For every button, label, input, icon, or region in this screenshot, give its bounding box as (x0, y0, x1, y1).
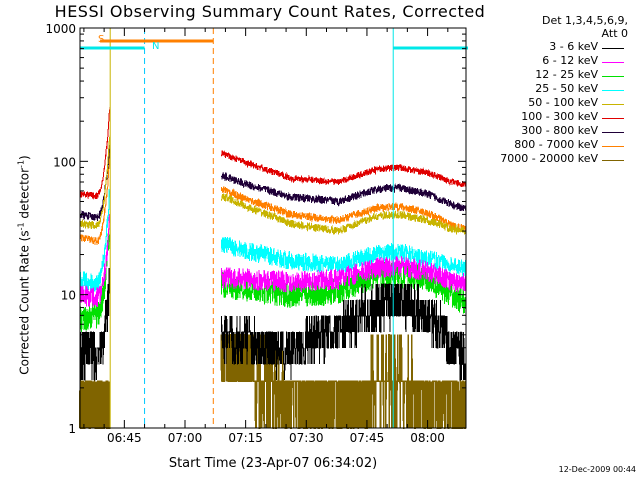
x-tick-label-5: 08:00 (410, 431, 445, 445)
detector-info-line2: Att 0 (601, 27, 628, 40)
legend-swatch-50-100 (602, 104, 624, 105)
y-tick-label-3: 1000 (45, 22, 76, 36)
series-7-segment-0 (79, 150, 111, 246)
y-label-main: Corrected Count Rate (s (17, 230, 32, 375)
series-5-segment-0 (79, 107, 111, 200)
y-label-sup2: -1 (16, 159, 26, 168)
series-7-segment-1 (220, 186, 467, 233)
y-tick-label-2: 100 (53, 155, 76, 169)
y-label-end: ) (17, 155, 32, 160)
data-layer (79, 107, 467, 429)
series-5-segment-1 (220, 150, 467, 188)
series-0-segment-0 (79, 267, 111, 381)
x-tick-label-4: 07:45 (350, 431, 385, 445)
legend-swatch-6-12 (602, 62, 624, 63)
axis-layer: S N 1 10 100 1000 06:45 07:00 07:15 07:30 07:45 08:… (45, 22, 469, 445)
x-tick-label-1: 07:00 (168, 431, 203, 445)
y-label-mid: detector (17, 167, 32, 223)
legend-swatch-12-25 (602, 76, 624, 77)
flag-label-S: S (98, 34, 104, 45)
x-tick-label-0: 06:45 (107, 431, 142, 445)
legend-swatch-800-7000 (602, 146, 624, 147)
series-4-segment-1 (220, 193, 467, 236)
legend-item-3-6: 3 - 6 keV (549, 40, 598, 53)
date-stamp: 12-Dec-2009 00:44 (558, 465, 636, 474)
legend-swatch-7000-20000 (602, 160, 624, 161)
legend-swatch-3-6 (602, 48, 624, 49)
series-3-segment-0 (79, 189, 111, 292)
y-label-sup1: -1 (16, 222, 26, 231)
legend-item-300-800: 300 - 800 keV (521, 124, 598, 137)
series-1-segment-0 (79, 213, 111, 307)
series-3-segment-1 (220, 236, 467, 278)
legend-item-7000-20000: 7000 - 20000 keV (500, 152, 598, 165)
series-8-segment-0 (79, 380, 111, 429)
series-4-segment-0 (79, 135, 111, 230)
detector-info-line1: Det 1,3,4,5,6,9, (541, 14, 628, 27)
y-tick-label-1: 10 (61, 289, 76, 303)
series-1-segment-1 (220, 255, 467, 294)
flag-label-N: N (152, 41, 159, 52)
legend-item-6-12: 6 - 12 keV (542, 54, 598, 67)
x-tick-label-3: 07:30 (289, 431, 324, 445)
legend-swatch-25-50 (602, 90, 624, 91)
y-axis-label: Corrected Count Rate (s-1 detector-1) (17, 155, 32, 374)
legend-swatch-300-800 (602, 132, 624, 133)
x-axis-label: Start Time (23-Apr-07 06:34:02) (168, 456, 378, 471)
chart-title: HESSI Observing Summary Count Rates, Cor… (54, 2, 486, 21)
series-2-segment-0 (79, 228, 111, 333)
y-tick-label-0: 1 (68, 422, 76, 436)
legend-item-800-7000: 800 - 7000 keV (514, 138, 598, 151)
legend-item-25-50: 25 - 50 keV (535, 82, 598, 95)
plot-frame (79, 27, 467, 429)
legend-item-50-100: 50 - 100 keV (528, 96, 598, 109)
legend-item-12-25: 12 - 25 keV (535, 68, 598, 81)
x-tick-label-2: 07:15 (228, 431, 263, 445)
series-6-segment-1 (220, 171, 467, 213)
legend-item-100-300: 100 - 300 keV (521, 110, 598, 123)
legend-swatch-100-300 (602, 118, 624, 119)
series-0-segment-1 (220, 283, 466, 381)
